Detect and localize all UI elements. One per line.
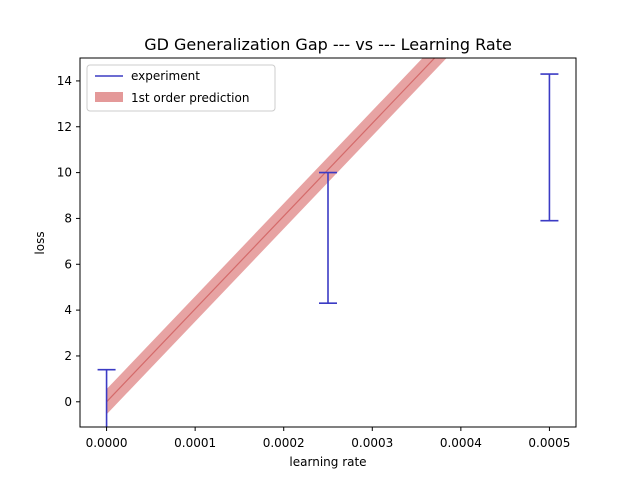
errorbar-0 (97, 368, 116, 427)
prediction-band-layer (106, 58, 447, 415)
x-tick-label: 0.0002 (263, 436, 305, 450)
chart-title: GD Generalization Gap --- vs --- Learnin… (144, 35, 512, 54)
errorbar-2 (540, 73, 559, 222)
prediction-band (106, 58, 447, 415)
x-tick-label: 0.0004 (440, 436, 482, 450)
y-tick-label: 10 (57, 166, 72, 180)
plot-frame (79, 57, 577, 428)
x-axis-label: learning rate (289, 455, 366, 469)
x-tick-label: 0.0001 (174, 436, 216, 450)
y-tick-label: 8 (64, 211, 72, 225)
x-tick-label: 0.0003 (351, 436, 393, 450)
legend: experiment 1st order prediction (86, 64, 276, 112)
plot-area (97, 58, 559, 427)
errorbar-1 (319, 171, 337, 305)
legend-label-experiment: experiment (131, 69, 200, 83)
errorbar-layer (97, 73, 559, 427)
y-tick-label: 12 (57, 120, 72, 134)
legend-label-prediction: 1st order prediction (131, 91, 249, 105)
y-tick-label: 14 (57, 74, 72, 88)
prediction-center-line (106, 58, 436, 403)
x-tick-label: 0.0005 (528, 436, 570, 450)
y-axis: 0 2 4 6 8 10 12 14 (57, 74, 80, 409)
x-axis: 0.0000 0.0001 0.0002 0.0003 0.0004 0.0005 (86, 427, 570, 450)
x-tick-label: 0.0000 (86, 436, 128, 450)
y-tick-label: 0 (64, 395, 72, 409)
y-tick-label: 4 (64, 303, 72, 317)
y-tick-label: 6 (64, 257, 72, 271)
y-tick-label: 2 (64, 349, 72, 363)
legend-box (86, 64, 276, 112)
y-axis-label: loss (33, 231, 47, 254)
legend-marker-prediction (95, 92, 123, 102)
